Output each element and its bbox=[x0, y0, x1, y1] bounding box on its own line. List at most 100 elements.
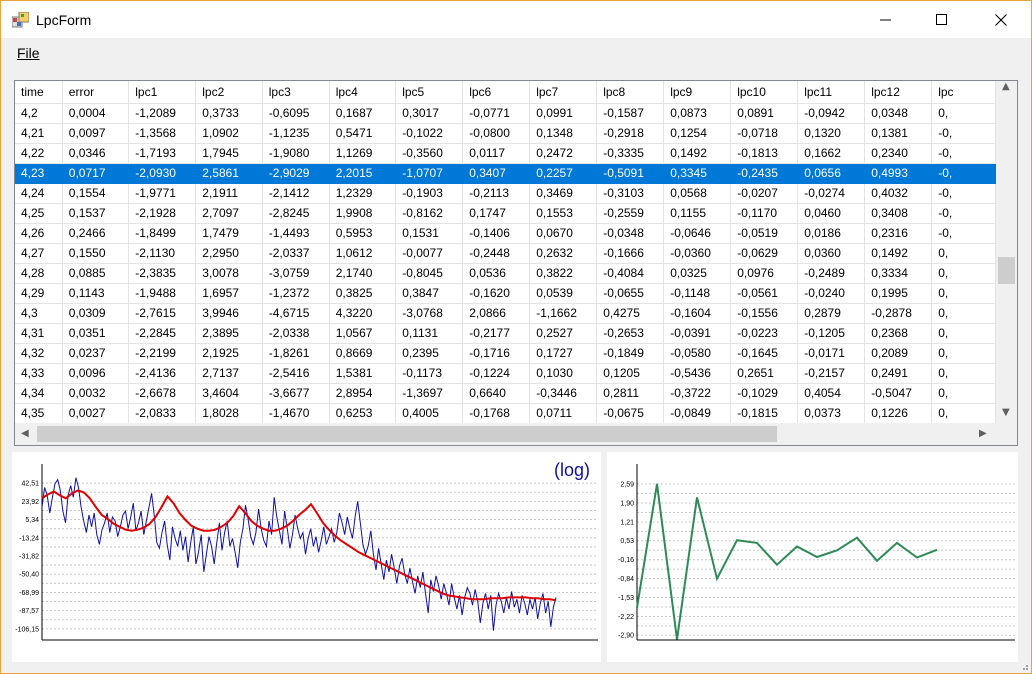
table-cell[interactable]: -0,8045 bbox=[395, 263, 464, 284]
table-cell[interactable]: -0,2653 bbox=[596, 323, 665, 344]
table-cell[interactable]: 0,1747 bbox=[462, 203, 531, 224]
table-cell[interactable]: 4,31 bbox=[15, 323, 63, 344]
table-cell[interactable]: 1,0612 bbox=[329, 243, 397, 264]
table-cell[interactable]: 0,0027 bbox=[62, 403, 130, 423]
table-cell[interactable]: 0,1131 bbox=[395, 323, 464, 344]
table-cell[interactable]: 0,0460 bbox=[797, 203, 866, 224]
table-cell[interactable]: -0,1173 bbox=[395, 363, 464, 384]
table-cell[interactable]: -1,7193 bbox=[128, 143, 197, 164]
table-cell[interactable]: -0,3335 bbox=[596, 143, 665, 164]
table-cell[interactable]: 0,5471 bbox=[329, 123, 397, 144]
table-cell[interactable]: 0,8669 bbox=[329, 343, 397, 364]
table-cell[interactable]: 0, bbox=[931, 383, 996, 404]
table-cell[interactable]: 0,1537 bbox=[62, 203, 130, 224]
table-cell[interactable]: 0,1143 bbox=[62, 283, 130, 304]
table-cell[interactable]: -2,2199 bbox=[128, 343, 197, 364]
table-cell[interactable]: 0,2316 bbox=[864, 223, 933, 244]
table-cell[interactable]: -2,7615 bbox=[128, 303, 197, 324]
table-cell[interactable]: 0, bbox=[931, 243, 996, 264]
table-cell[interactable]: -0,0348 bbox=[596, 223, 665, 244]
table-cell[interactable]: 0,4032 bbox=[864, 183, 933, 204]
table-cell[interactable]: -1,3568 bbox=[128, 123, 197, 144]
table-cell[interactable]: 2,5861 bbox=[195, 163, 263, 184]
table-cell[interactable]: -2,3835 bbox=[128, 263, 197, 284]
table-cell[interactable]: -0,4084 bbox=[596, 263, 665, 284]
table-cell[interactable]: -0,0207 bbox=[730, 183, 799, 204]
table-cell[interactable]: -0,3103 bbox=[596, 183, 665, 204]
table-cell[interactable]: -0, bbox=[931, 143, 996, 164]
table-cell[interactable]: -0,1029 bbox=[730, 383, 799, 404]
table-cell[interactable]: -1,9771 bbox=[128, 183, 197, 204]
table-row[interactable]: 4,28 0,0885 -2,3835 3,0078 -3,0759 2,1740 -0,8… bbox=[15, 263, 996, 284]
table-cell[interactable]: 0,1995 bbox=[864, 283, 933, 304]
table-cell[interactable]: 0,0891 bbox=[730, 103, 799, 124]
table-cell[interactable]: -0,8162 bbox=[395, 203, 464, 224]
table-cell[interactable]: -0,1170 bbox=[730, 203, 799, 224]
table-cell[interactable]: 0,1226 bbox=[864, 403, 933, 423]
column-header[interactable]: lpc12 bbox=[864, 81, 933, 104]
table-cell[interactable]: -0,1406 bbox=[462, 223, 531, 244]
horizontal-scrollbar[interactable]: ◀ ▶ bbox=[15, 423, 996, 445]
table-cell[interactable]: 0,0568 bbox=[663, 183, 732, 204]
table-cell[interactable]: -0,0942 bbox=[797, 103, 866, 124]
column-header[interactable]: lpc11 bbox=[797, 81, 866, 104]
table-cell[interactable]: -0,1813 bbox=[730, 143, 799, 164]
table-cell[interactable]: -1,9080 bbox=[262, 143, 330, 164]
column-header[interactable]: lpc6 bbox=[462, 81, 531, 104]
table-cell[interactable]: 2,8954 bbox=[329, 383, 397, 404]
table-row[interactable]: 4,22 0,0346 -1,7193 1,7945 -1,9080 1,1269 -0,3… bbox=[15, 143, 996, 164]
table-cell[interactable]: -0,2448 bbox=[462, 243, 531, 264]
table-cell[interactable]: 0,2651 bbox=[730, 363, 799, 384]
table-cell[interactable]: -0,1148 bbox=[663, 283, 732, 304]
table-cell[interactable]: 1,1269 bbox=[329, 143, 397, 164]
table-cell[interactable]: 4,34 bbox=[15, 383, 63, 404]
column-header[interactable]: lpc3 bbox=[262, 81, 330, 104]
table-row[interactable]: 4,2 0,0004 -1,2089 0,3733 -0,6095 0,1687 0,301… bbox=[15, 103, 996, 124]
table-cell[interactable]: -0,5091 bbox=[596, 163, 665, 184]
table-row[interactable]: 4,24 0,1554 -1,9771 2,1911 -2,1412 1,2329 -0,1… bbox=[15, 183, 996, 204]
table-cell[interactable]: 0,0539 bbox=[529, 283, 598, 304]
table-cell[interactable]: 1,0567 bbox=[329, 323, 397, 344]
column-header[interactable]: time bbox=[15, 81, 63, 104]
table-cell[interactable]: -1,2372 bbox=[262, 283, 330, 304]
table-cell[interactable]: 0,0873 bbox=[663, 103, 732, 124]
table-cell[interactable]: 4,26 bbox=[15, 223, 63, 244]
table-cell[interactable]: -3,6677 bbox=[262, 383, 330, 404]
column-header[interactable]: lpc10 bbox=[730, 81, 799, 104]
table-cell[interactable]: 0,1205 bbox=[596, 363, 665, 384]
table-cell[interactable]: -1,2089 bbox=[128, 103, 197, 124]
table-cell[interactable]: -0,0171 bbox=[797, 343, 866, 364]
table-cell[interactable]: 0,0237 bbox=[62, 343, 130, 364]
table-cell[interactable]: -0, bbox=[931, 183, 996, 204]
table-cell[interactable]: 0,2395 bbox=[395, 343, 464, 364]
table-row[interactable]: 4,27 0,1550 -2,1130 2,2950 -2,0337 1,0612 -0,0… bbox=[15, 243, 996, 264]
table-cell[interactable]: 1,7479 bbox=[195, 223, 263, 244]
table-cell[interactable]: 0,1492 bbox=[864, 243, 933, 264]
table-cell[interactable]: 1,6957 bbox=[195, 283, 263, 304]
table-cell[interactable]: -0,2489 bbox=[797, 263, 866, 284]
table-cell[interactable]: -0,1620 bbox=[462, 283, 531, 304]
column-header[interactable]: lpc8 bbox=[596, 81, 665, 104]
table-cell[interactable]: -0,0800 bbox=[462, 123, 531, 144]
table-cell[interactable]: 0,0186 bbox=[797, 223, 866, 244]
table-cell[interactable]: -3,0759 bbox=[262, 263, 330, 284]
table-cell[interactable]: 0,0097 bbox=[62, 123, 130, 144]
table-cell[interactable]: 0,2472 bbox=[529, 143, 598, 164]
table-cell[interactable]: -0,0274 bbox=[797, 183, 866, 204]
table-cell[interactable]: 0,3825 bbox=[329, 283, 397, 304]
table-row[interactable]: 4,33 0,0096 -2,4136 2,7137 -2,5416 1,5381 -0,1… bbox=[15, 363, 996, 384]
data-grid[interactable]: time error lpc1 lpc2 lpc3 lpc4 lpc5 lpc6 lpc7 lpc… bbox=[14, 80, 1018, 446]
table-row[interactable]: 4,23 0,0717 -2,0930 2,5861 -2,9029 2,2015 -1,0… bbox=[15, 163, 996, 184]
scroll-down-icon[interactable]: ▼ bbox=[1002, 407, 1010, 418]
table-cell[interactable]: -0,3560 bbox=[395, 143, 464, 164]
table-cell[interactable]: 0,5953 bbox=[329, 223, 397, 244]
table-cell[interactable]: 0,1492 bbox=[663, 143, 732, 164]
table-cell[interactable]: -0,2559 bbox=[596, 203, 665, 224]
table-cell[interactable]: 0,0096 bbox=[62, 363, 130, 384]
table-cell[interactable]: -0,0223 bbox=[730, 323, 799, 344]
table-cell[interactable]: 0,3334 bbox=[864, 263, 933, 284]
table-cell[interactable]: 0,4993 bbox=[864, 163, 933, 184]
table-row[interactable]: 4,3 0,0309 -2,7615 3,9946 -4,6715 4,3220 -3,07… bbox=[15, 303, 996, 324]
table-cell[interactable]: 2,1740 bbox=[329, 263, 397, 284]
table-cell[interactable]: -0,0675 bbox=[596, 403, 665, 423]
